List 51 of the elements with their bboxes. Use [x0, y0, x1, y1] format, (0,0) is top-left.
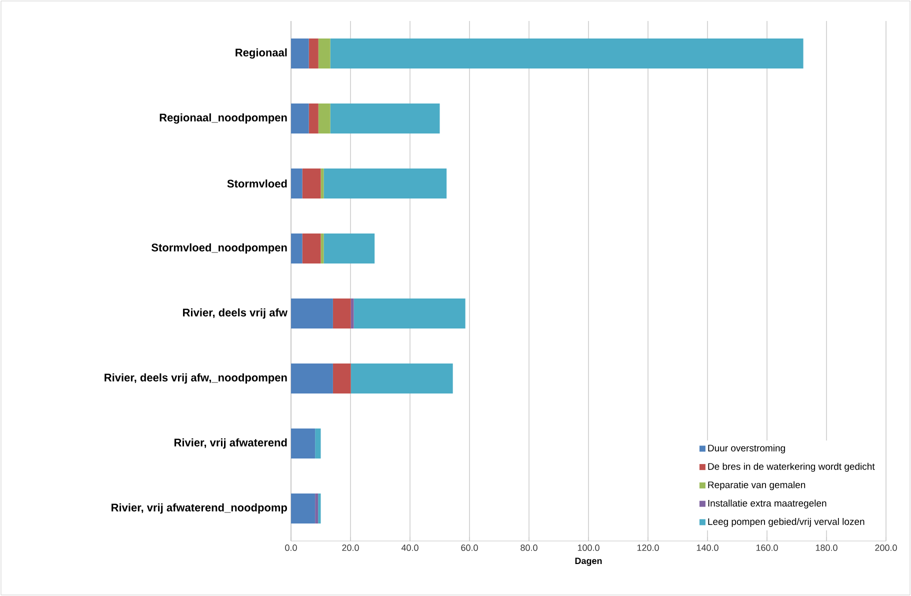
bar [302, 233, 321, 264]
y-tick-label: Stormvloed_noodpompen [152, 243, 287, 254]
x-tick-label: 60.0 [461, 544, 478, 551]
y-tick-label: Regionaal_noodpompen [160, 113, 287, 124]
y-tick-label: Rivier, deels vrij afw,_noodpompen [104, 373, 287, 384]
bar [291, 104, 309, 134]
legend-label: Reparatie van gemalen [708, 481, 806, 490]
bar [318, 493, 321, 524]
bar [302, 168, 321, 198]
bar [291, 493, 316, 524]
bar [291, 298, 333, 328]
x-axis-title: Dagen [575, 558, 602, 566]
legend-label: Leeg pompen gebied/vrij verval lozen [708, 518, 864, 527]
x-tick-label: 20.0 [342, 544, 359, 551]
bar [324, 233, 375, 264]
x-tick-label: 160.0 [756, 544, 778, 551]
bar [330, 38, 804, 68]
x-tick-label: 180.0 [816, 544, 838, 551]
y-tick-label: Regionaal [236, 48, 287, 59]
x-tick-label: 100.0 [578, 544, 600, 551]
bar [315, 493, 318, 524]
bar [332, 363, 351, 394]
bar [315, 428, 321, 458]
bar [318, 104, 330, 134]
bar [350, 298, 354, 328]
bar [354, 298, 466, 328]
bar [291, 233, 302, 264]
x-tick-label: 0.0 [285, 544, 297, 551]
x-tick-label: 200.0 [875, 544, 897, 551]
x-tick-label: 140.0 [696, 544, 718, 551]
y-tick-label: Rivier, vrij afwaterend_noodpomp [112, 503, 288, 514]
bar [350, 363, 453, 394]
legend-label: Installatie extra maatregelen [708, 500, 826, 508]
x-tick-label: 120.0 [637, 544, 659, 551]
bar [324, 168, 447, 198]
legend-label: Duur overstroming [708, 444, 785, 454]
bar [308, 38, 318, 68]
bar [291, 168, 302, 198]
x-tick-label: 80.0 [520, 544, 538, 551]
y-tick-label: Stormvloed [227, 179, 287, 188]
x-tick-label: 40.0 [401, 544, 418, 551]
bar [291, 38, 309, 68]
bar [291, 363, 333, 394]
bar [318, 38, 330, 68]
bar [332, 298, 351, 328]
bar [308, 104, 318, 134]
bar [330, 104, 440, 134]
legend-label: De bres in de waterkering wordt gedicht [708, 462, 875, 472]
bar [291, 428, 316, 458]
y-tick-label: Rivier, vrij afwaterend [174, 438, 287, 449]
y-tick-label: Rivier, deels vrij afw [183, 308, 288, 319]
